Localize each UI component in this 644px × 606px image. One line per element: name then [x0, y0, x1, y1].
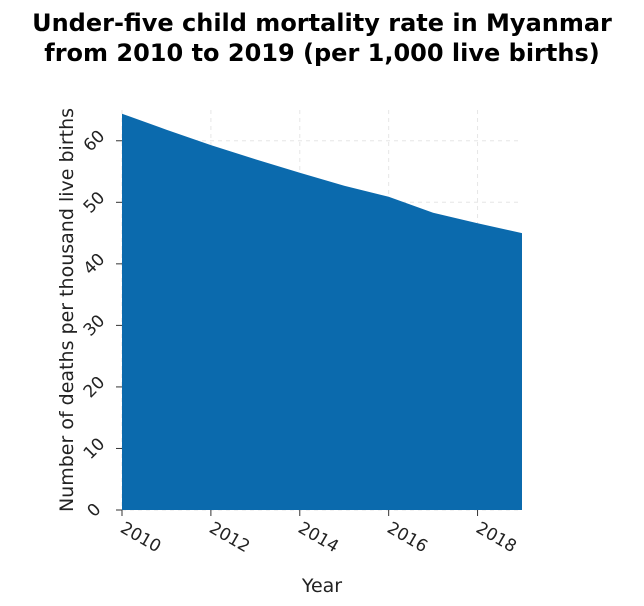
x-axis-ticks: 2010 2012 2014 2016 2018 [117, 510, 520, 557]
x-tick-label: 2012 [206, 518, 253, 557]
y-tick-label: 60 [80, 127, 109, 156]
chart-title: Under-five child mortality rate in Myanm… [0, 8, 644, 68]
y-tick-label: 50 [80, 188, 109, 217]
y-tick-label: 10 [80, 434, 109, 463]
y-tick-label: 0 [84, 500, 106, 522]
chart-title-line-2: from 2010 to 2019 (per 1,000 live births… [44, 39, 600, 67]
x-tick-label: 2010 [117, 518, 164, 557]
y-tick-label: 40 [80, 250, 109, 279]
x-axis-title: Year [301, 575, 342, 597]
x-tick-label: 2016 [383, 518, 430, 557]
x-tick-label: 2018 [472, 518, 519, 557]
y-axis-title: Number of deaths per thousand live birth… [56, 108, 78, 512]
y-tick-label: 30 [80, 311, 109, 340]
x-tick-label: 2014 [295, 518, 342, 557]
y-axis-ticks: 0 10 20 30 40 50 60 [80, 127, 122, 522]
y-tick-label: 20 [80, 373, 109, 402]
area-series [122, 113, 522, 510]
chart-title-line-1: Under-five child mortality rate in Myanm… [32, 9, 612, 37]
